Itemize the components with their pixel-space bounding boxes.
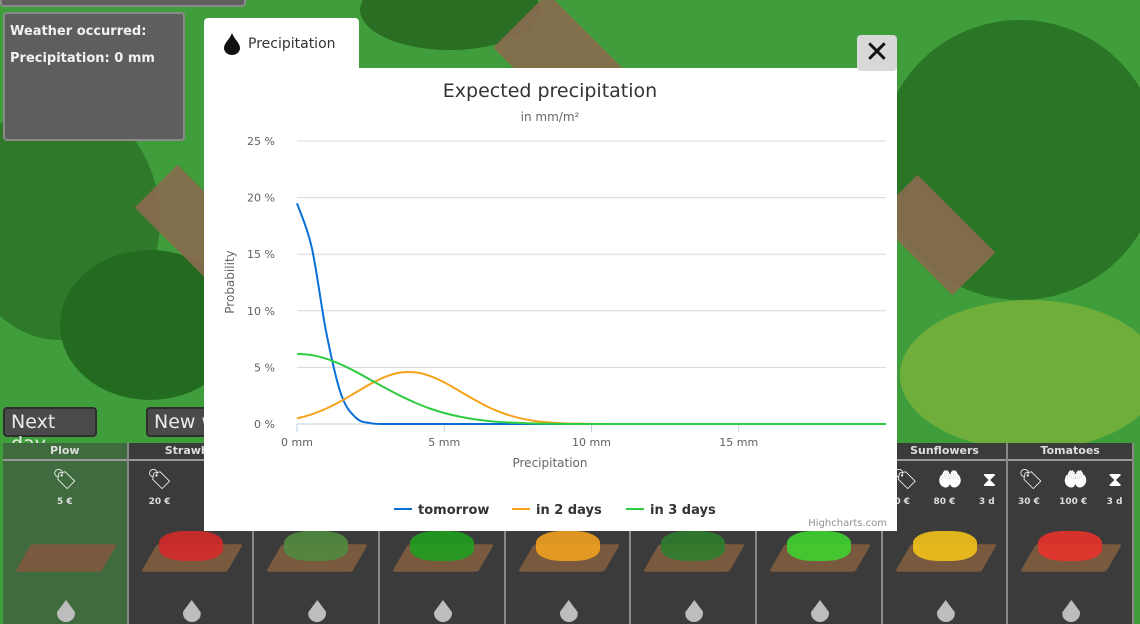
coins-hand-icon: 🤲 bbox=[1063, 467, 1089, 491]
tree bbox=[900, 300, 1140, 450]
close-button[interactable]: ✕ bbox=[857, 35, 897, 71]
water-drop-icon[interactable] bbox=[1062, 600, 1081, 622]
shop-item-name: Sunflowers bbox=[882, 443, 1007, 461]
water-drop-icon[interactable] bbox=[559, 600, 578, 622]
weather-value: Precipitation: 0 mm bbox=[10, 51, 155, 66]
crop-image bbox=[158, 531, 223, 561]
legend-item: in 3 days bbox=[650, 503, 716, 518]
tab-precipitation[interactable]: Precipitation bbox=[204, 18, 359, 70]
weather-title: Weather occurred: bbox=[10, 24, 147, 39]
shop-item-name: Strawbe bbox=[128, 443, 253, 461]
y-tick-label: 15 % bbox=[247, 248, 275, 261]
shop-item-value: 20 € bbox=[148, 497, 171, 507]
shop-item-value: 80 € bbox=[933, 497, 956, 507]
hud-top-box bbox=[0, 0, 246, 7]
shop-item[interactable]: Sunflowers 🏷 🤲 ⧗ 0 €80 €3 d bbox=[882, 443, 1009, 624]
water-drop-icon[interactable] bbox=[182, 600, 201, 622]
crop-image bbox=[787, 531, 852, 561]
shop-item-value: 3 d bbox=[978, 497, 995, 507]
crop-image bbox=[410, 531, 475, 561]
next-day-button[interactable]: Next day bbox=[3, 407, 97, 455]
chart-title: Expected precipitation bbox=[443, 80, 657, 102]
weather-box: Weather occurred: Precipitation: 0 mm bbox=[3, 12, 185, 141]
y-tick-label: 0 % bbox=[254, 418, 275, 431]
precipitation-chart: Expected precipitation in mm/m² 0 % 5 % 10 %… bbox=[223, 80, 887, 529]
legend-item: tomorrow bbox=[418, 503, 489, 518]
x-axis-label: Precipitation bbox=[512, 456, 587, 470]
water-drop-icon[interactable] bbox=[57, 600, 75, 622]
hourglass-icon: ⧗ bbox=[982, 467, 997, 491]
shop-item-name: Plow bbox=[3, 443, 127, 461]
price-tag-icon: 🏷 bbox=[52, 467, 78, 491]
legend-item: in 2 days bbox=[536, 503, 602, 518]
x-tick-label: 10 mm bbox=[572, 436, 611, 449]
chart-subtitle: in mm/m² bbox=[521, 110, 580, 124]
chart-modal: Expected precipitation in mm/m² 0 % 5 % 10 %… bbox=[204, 68, 897, 531]
y-tick-label: 20 % bbox=[247, 192, 275, 205]
drop-icon bbox=[224, 33, 240, 55]
hourglass-icon: ⧗ bbox=[1108, 467, 1123, 491]
series-line-in-3-days bbox=[296, 352, 886, 426]
shop-item-value: 30 € bbox=[1017, 497, 1040, 507]
crop-image bbox=[535, 531, 600, 561]
x-tick-label: 5 mm bbox=[428, 436, 460, 449]
price-tag-icon: 🏷 bbox=[1018, 467, 1044, 491]
x-tick-label: 0 mm bbox=[281, 436, 313, 449]
shop-item-value: 5 € bbox=[57, 497, 73, 507]
water-drop-icon[interactable] bbox=[308, 600, 327, 622]
price-tag-icon: 🏷 bbox=[147, 467, 173, 491]
shop-item-name: Tomatoes bbox=[1008, 443, 1133, 461]
water-drop-icon[interactable] bbox=[811, 600, 830, 622]
series-line-tomorrow bbox=[296, 202, 886, 426]
shop-item-value: 0 € bbox=[894, 497, 911, 507]
y-tick-label: 25 % bbox=[247, 135, 275, 148]
y-axis-label: Probability bbox=[223, 250, 237, 313]
shop-item[interactable]: Plow 🏷 5 € bbox=[3, 443, 129, 624]
x-tick-label: 15 mm bbox=[719, 436, 758, 449]
tab-label: Precipitation bbox=[248, 36, 336, 52]
crop-image bbox=[912, 531, 977, 561]
y-tick-label: 10 % bbox=[247, 305, 275, 318]
crop-image bbox=[661, 531, 726, 561]
water-drop-icon[interactable] bbox=[434, 600, 453, 622]
series-line-in-2-days bbox=[296, 370, 886, 426]
crop-image bbox=[1038, 531, 1103, 561]
y-tick-label: 5 % bbox=[254, 361, 275, 374]
water-drop-icon[interactable] bbox=[685, 600, 704, 622]
water-drop-icon[interactable] bbox=[936, 600, 955, 622]
shop-item-value: 100 € bbox=[1059, 497, 1088, 507]
crop-image bbox=[284, 531, 349, 561]
shop-item[interactable]: Tomatoes 🏷 🤲 ⧗ 30 € 100 € 3 d bbox=[1008, 443, 1135, 624]
highcharts-credits: Highcharts.com bbox=[808, 518, 887, 529]
coins-hand-icon: 🤲 bbox=[937, 467, 963, 491]
shop-item-value: 3 d bbox=[1106, 497, 1123, 507]
